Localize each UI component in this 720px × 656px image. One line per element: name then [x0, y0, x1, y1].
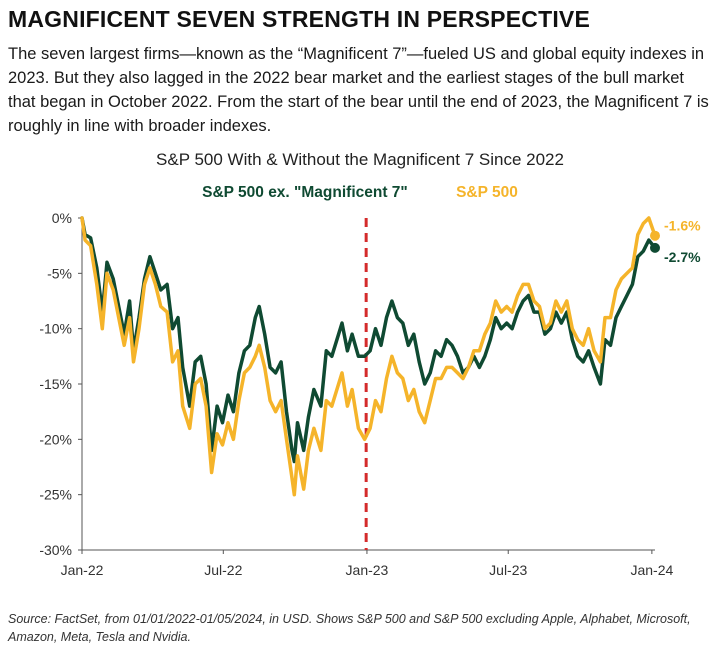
series-line [80, 216, 657, 464]
page-headline: MAGNIFICENT SEVEN STRENGTH IN PERSPECTIV… [8, 6, 590, 32]
end-value-label: -1.6% [664, 218, 701, 234]
y-tick-label: -20% [39, 431, 72, 447]
chart-title: S&P 500 With & Without the Magnificent 7… [156, 150, 564, 169]
end-marker [650, 242, 660, 253]
y-tick-label: -15% [39, 376, 72, 392]
x-tick-label: Jul-23 [489, 562, 527, 578]
y-tick-label: -30% [39, 542, 72, 558]
series-line [80, 216, 657, 497]
end-marker [650, 230, 660, 241]
x-tick-label: Jan-24 [630, 562, 673, 578]
x-tick-label: Jan-23 [346, 562, 389, 578]
line-chart: 0% -5% -10% -15% -20% -25% -30% Jan-22 Jul-22 Jan… [39, 210, 701, 578]
legend-item-sp500: S&P 500 [456, 184, 518, 201]
end-value-label: -2.7% [664, 249, 701, 265]
y-tick-label: -25% [39, 487, 72, 503]
y-tick-label: -10% [39, 321, 72, 337]
y-tick-label: -5% [47, 265, 72, 281]
x-tick-label: Jul-22 [204, 562, 242, 578]
source-note: Source: FactSet, from 01/01/2022-01/05/2… [8, 612, 691, 644]
legend-item-sp500-ex-mag7: S&P 500 ex. "Magnificent 7" [202, 184, 408, 201]
intro-paragraph: The seven largest firms—known as the “Ma… [8, 45, 709, 135]
chart-legend: S&P 500 ex. "Magnificent 7" S&P 500 [0, 184, 720, 202]
x-tick-label: Jan-22 [61, 562, 104, 578]
y-tick-label: 0% [52, 210, 72, 226]
